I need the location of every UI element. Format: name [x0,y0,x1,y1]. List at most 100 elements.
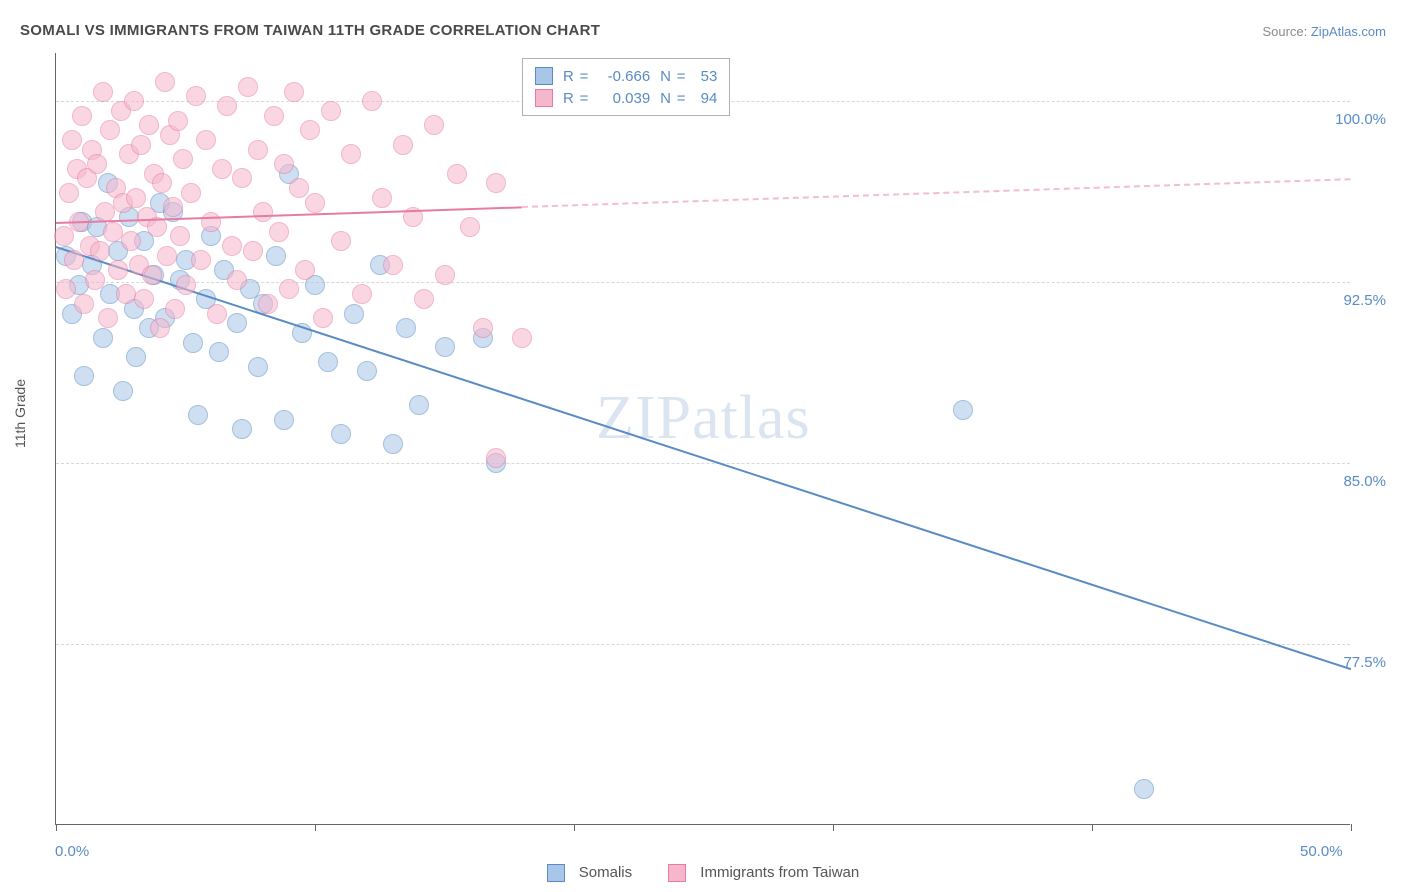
scatter-point [953,400,973,420]
x-tick [315,824,316,831]
scatter-point [372,188,392,208]
scatter-point [126,188,146,208]
x-tick-label: 50.0% [1300,843,1343,860]
scatter-point [188,405,208,425]
legend-bottom: Somalis Immigrants from Taiwan [0,864,1406,882]
scatter-point [56,279,76,299]
scatter-point [424,115,444,135]
scatter-point [414,289,434,309]
scatter-point [486,448,506,468]
scatter-point [222,236,242,256]
gridline [56,463,1350,464]
r-label: R = -0.666 [563,68,650,85]
scatter-point [331,231,351,251]
scatter-point [248,357,268,377]
scatter-point [435,337,455,357]
x-tick [574,824,575,831]
gridline [56,644,1350,645]
scatter-point [103,222,123,242]
scatter-point [435,265,455,285]
scatter-point [157,246,177,266]
scatter-point [134,289,154,309]
trend-line [56,246,1352,670]
scatter-point [85,270,105,290]
legend-taiwan: Immigrants from Taiwan [660,864,867,881]
scatter-point [243,241,263,261]
scatter-point [248,140,268,160]
scatter-point [90,241,110,261]
swatch-icon [535,89,553,107]
scatter-point [396,318,416,338]
scatter-point [473,318,493,338]
y-tick-label: 100.0% [1335,111,1386,128]
scatter-point [352,284,372,304]
scatter-point [186,86,206,106]
scatter-point [321,101,341,121]
scatter-point [460,217,480,237]
scatter-point [170,226,190,246]
scatter-point [196,130,216,150]
scatter-point [98,308,118,328]
scatter-point [357,361,377,381]
scatter-point [168,111,188,131]
scatter-point [258,294,278,314]
scatter-point [266,246,286,266]
scatter-point [87,154,107,174]
scatter-point [362,91,382,111]
scatter-point [318,352,338,372]
n-label: N = 94 [660,90,717,107]
scatter-point [150,318,170,338]
watermark: ZIPatlas [596,383,811,454]
scatter-point [295,260,315,280]
trend-line [522,178,1351,208]
chart-title: SOMALI VS IMMIGRANTS FROM TAIWAN 11TH GR… [20,22,600,39]
scatter-point [64,250,84,270]
scatter-point [126,347,146,367]
swatch-icon [535,67,553,85]
scatter-point [264,106,284,126]
scatter-point [93,82,113,102]
scatter-point [217,96,237,116]
y-tick-label: 77.5% [1343,654,1386,671]
scatter-point [284,82,304,102]
scatter-point [313,308,333,328]
scatter-point [209,342,229,362]
source-prefix: Source: [1262,24,1310,39]
scatter-point [131,135,151,155]
scatter-point [232,168,252,188]
scatter-point [191,250,211,270]
scatter-point [253,202,273,222]
scatter-point [341,144,361,164]
scatter-point [108,260,128,280]
n-label: N = 53 [660,68,717,85]
scatter-point [163,197,183,217]
scatter-point [74,366,94,386]
scatter-point [72,106,92,126]
scatter-point [121,231,141,251]
scatter-point [207,304,227,324]
scatter-point [201,212,221,232]
scatter-point [227,270,247,290]
scatter-point [300,120,320,140]
scatter-point [1134,779,1154,799]
scatter-point [269,222,289,242]
swatch-icon [547,864,565,882]
scatter-point [344,304,364,324]
y-tick-label: 92.5% [1343,292,1386,309]
x-tick [1351,824,1352,831]
swatch-icon [668,864,686,882]
scatter-point [93,328,113,348]
scatter-point [183,333,203,353]
x-tick [833,824,834,831]
scatter-point [152,173,172,193]
scatter-point [181,183,201,203]
scatter-point [227,313,247,333]
x-tick [56,824,57,831]
scatter-point [383,255,403,275]
y-axis-label: 11th Grade [12,379,28,448]
source-link[interactable]: ZipAtlas.com [1311,24,1386,39]
scatter-point [116,284,136,304]
x-tick-label: 0.0% [55,843,89,860]
y-tick-label: 85.0% [1343,473,1386,490]
legend-stats: R = -0.666N = 53R = 0.039N = 94 [522,58,730,116]
